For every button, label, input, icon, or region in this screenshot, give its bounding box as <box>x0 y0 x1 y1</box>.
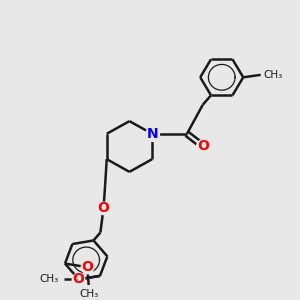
Text: CH₃: CH₃ <box>264 70 283 80</box>
Text: O: O <box>72 272 84 286</box>
Text: O: O <box>98 201 110 215</box>
Text: O: O <box>197 139 209 153</box>
Text: CH₃: CH₃ <box>40 274 59 284</box>
Text: N: N <box>146 127 158 141</box>
Text: CH₃: CH₃ <box>79 289 98 298</box>
Text: O: O <box>81 260 93 274</box>
